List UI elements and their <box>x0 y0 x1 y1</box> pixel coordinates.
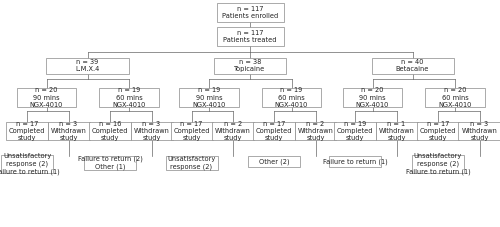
FancyBboxPatch shape <box>294 122 337 140</box>
FancyBboxPatch shape <box>372 58 454 74</box>
Text: n = 2
Withdrawn
study: n = 2 Withdrawn study <box>298 121 334 141</box>
FancyBboxPatch shape <box>248 156 300 167</box>
FancyBboxPatch shape <box>458 122 500 140</box>
FancyBboxPatch shape <box>84 156 136 170</box>
FancyBboxPatch shape <box>376 122 418 140</box>
FancyBboxPatch shape <box>1 155 53 173</box>
Text: Unsatisfactory
response (2)
Failure to return (1): Unsatisfactory response (2) Failure to r… <box>0 153 60 175</box>
Text: n = 40
Betacaine: n = 40 Betacaine <box>396 59 429 72</box>
FancyBboxPatch shape <box>262 88 321 107</box>
FancyBboxPatch shape <box>214 58 286 74</box>
FancyBboxPatch shape <box>343 88 402 107</box>
FancyBboxPatch shape <box>425 88 485 107</box>
Text: n = 17
Completed
study: n = 17 Completed study <box>256 121 292 141</box>
FancyBboxPatch shape <box>329 156 381 167</box>
Text: n = 117
Patients treated: n = 117 Patients treated <box>223 30 277 43</box>
FancyBboxPatch shape <box>216 27 284 46</box>
Text: n = 3
Withdrawn
study: n = 3 Withdrawn study <box>134 121 170 141</box>
FancyBboxPatch shape <box>417 122 459 140</box>
FancyBboxPatch shape <box>212 122 254 140</box>
Text: n = 3
Withdrawn
study: n = 3 Withdrawn study <box>462 121 498 141</box>
Text: n = 19
60 mins
NGX-4010: n = 19 60 mins NGX-4010 <box>275 87 308 108</box>
FancyBboxPatch shape <box>216 3 284 22</box>
Text: n = 20
60 mins
NGX-4010: n = 20 60 mins NGX-4010 <box>438 87 472 108</box>
FancyBboxPatch shape <box>412 155 464 173</box>
FancyBboxPatch shape <box>179 88 239 107</box>
FancyBboxPatch shape <box>89 122 131 140</box>
FancyBboxPatch shape <box>166 156 218 170</box>
FancyBboxPatch shape <box>170 122 212 140</box>
Text: Other (2): Other (2) <box>258 158 290 165</box>
FancyBboxPatch shape <box>48 122 90 140</box>
FancyBboxPatch shape <box>46 58 128 74</box>
Text: n = 19
60 mins
NGX-4010: n = 19 60 mins NGX-4010 <box>112 87 146 108</box>
FancyBboxPatch shape <box>6 122 48 140</box>
FancyBboxPatch shape <box>16 88 76 107</box>
Text: n = 17
Completed
study: n = 17 Completed study <box>174 121 210 141</box>
FancyBboxPatch shape <box>253 122 295 140</box>
Text: Unsatisfactory
response (2)
Failure to return (1): Unsatisfactory response (2) Failure to r… <box>406 153 470 175</box>
Text: n = 1
Withdrawn
study: n = 1 Withdrawn study <box>378 121 414 141</box>
Text: n = 117
Patients enrolled: n = 117 Patients enrolled <box>222 6 278 19</box>
Text: n = 39
L.M.X.4: n = 39 L.M.X.4 <box>76 59 100 72</box>
Text: n = 19
Completed
study: n = 19 Completed study <box>337 121 373 141</box>
Text: n = 16
Completed
study: n = 16 Completed study <box>92 121 128 141</box>
Text: n = 20
90 mins
NGX-4010: n = 20 90 mins NGX-4010 <box>30 87 63 108</box>
Text: n = 20
90 mins
NGX-4010: n = 20 90 mins NGX-4010 <box>356 87 389 108</box>
FancyBboxPatch shape <box>99 88 159 107</box>
Text: n = 17
Completed
study: n = 17 Completed study <box>420 121 456 141</box>
FancyBboxPatch shape <box>130 122 172 140</box>
Text: n = 38
Topicaine: n = 38 Topicaine <box>234 59 266 72</box>
FancyBboxPatch shape <box>334 122 376 140</box>
Text: n = 2
Withdrawn
study: n = 2 Withdrawn study <box>215 121 251 141</box>
Text: Unsatisfactory
response (2): Unsatisfactory response (2) <box>168 156 216 170</box>
Text: n = 3
Withdrawn
study: n = 3 Withdrawn study <box>50 121 86 141</box>
Text: n = 19
90 mins
NGX-4010: n = 19 90 mins NGX-4010 <box>192 87 226 108</box>
Text: n = 17
Completed
study: n = 17 Completed study <box>9 121 45 141</box>
Text: Failure to return (2)
Other (1): Failure to return (2) Other (1) <box>78 156 142 170</box>
Text: Failure to return (1): Failure to return (1) <box>322 158 388 165</box>
